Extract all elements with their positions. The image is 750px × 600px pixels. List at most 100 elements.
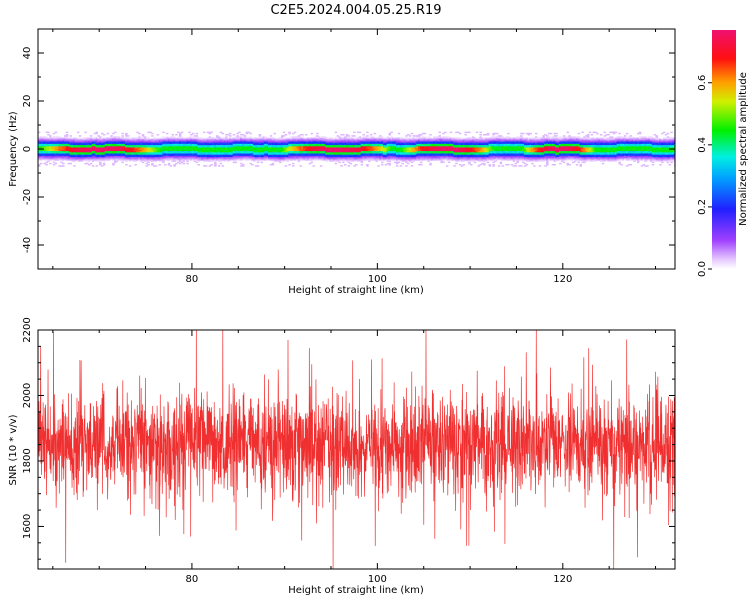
heatmap-cell [431, 148, 434, 150]
heatmap-cell [442, 143, 445, 146]
heatmap-cell [195, 153, 199, 155]
heatmap-cell [117, 146, 121, 148]
heatmap-cell [63, 153, 67, 155]
heatmap-cell [379, 149, 382, 152]
heatmap-cell [39, 153, 43, 155]
heatmap-cell [256, 144, 260, 147]
heatmap-cell [420, 154, 423, 156]
heatmap-cell [473, 153, 477, 155]
heatmap-cell [243, 147, 247, 149]
heatmap-cell [102, 144, 106, 147]
heatmap-cell [457, 141, 460, 143]
heatmap-cell [203, 149, 206, 152]
heatmap-cell [58, 143, 61, 146]
heatmap-cell [119, 146, 123, 148]
heatmap-cell [366, 147, 369, 149]
heatmap-cell [191, 154, 195, 156]
heatmap-cell [208, 165, 212, 167]
heatmap-cell [442, 153, 445, 155]
heatmap-cell [169, 147, 173, 149]
heatmap-cell [442, 136, 445, 138]
heatmap-cell [301, 150, 304, 153]
heatmap-cell [249, 146, 252, 148]
heatmap-cell [136, 144, 139, 147]
heatmap-cell [477, 152, 480, 154]
heatmap-cell [76, 138, 80, 141]
heatmap-cell [379, 155, 382, 158]
heatmap-cell [47, 146, 50, 148]
heatmap-cell [390, 149, 393, 152]
heatmap-cell [429, 134, 432, 136]
heatmap-cell [39, 154, 43, 156]
heatmap-cell [43, 142, 47, 144]
heatmap-cell [408, 158, 412, 160]
heatmap-cell [360, 150, 364, 153]
heatmap-cell [375, 141, 378, 143]
heatmap-cell [455, 148, 458, 150]
heatmap-cell [316, 158, 319, 160]
heatmap-cell [191, 150, 195, 153]
heatmap-cell [356, 149, 360, 152]
heatmap-cell [273, 156, 276, 159]
heatmap-cell [392, 147, 395, 149]
heatmap-cell [210, 164, 213, 166]
heatmap-cell [240, 150, 243, 153]
heatmap-cell [76, 158, 80, 160]
heatmap-cell [427, 155, 430, 158]
heatmap-cell [347, 146, 351, 148]
heatmap-cell [327, 152, 330, 154]
heatmap-cell [178, 138, 182, 141]
heatmap-cell [343, 137, 347, 140]
heatmap-cell [447, 154, 451, 156]
heatmap-cell [186, 159, 189, 161]
heatmap-cell [203, 153, 206, 155]
heatmap-cell [128, 150, 132, 153]
heatmap-cell [147, 154, 150, 156]
heatmap-cell [345, 144, 349, 147]
heatmap-cell [91, 147, 95, 149]
heatmap-cell [318, 156, 321, 159]
heatmap-cell [420, 143, 423, 146]
heatmap-cell [288, 159, 291, 161]
heatmap-cell [71, 144, 74, 147]
heatmap-cell [212, 158, 215, 160]
heatmap-cell [273, 137, 276, 140]
heatmap-cell [445, 143, 449, 146]
heatmap-cell [151, 132, 154, 135]
heatmap-cell [117, 156, 121, 159]
heatmap-cell [99, 140, 102, 142]
heatmap-cell [397, 156, 401, 159]
heatmap-cell [91, 142, 95, 144]
heatmap-cell [89, 162, 93, 165]
heatmap-cell [392, 154, 395, 156]
heatmap-cell [225, 147, 228, 149]
heatmap-cell [473, 144, 477, 147]
heatmap-cell [178, 159, 182, 161]
heatmap-cell [75, 158, 78, 160]
heatmap-cell [394, 146, 397, 148]
heatmap-cell [173, 165, 176, 167]
heatmap-cell [54, 147, 58, 149]
heatmap-cell [381, 158, 384, 160]
heatmap-cell [210, 148, 213, 150]
heatmap-cell [136, 137, 139, 140]
heatmap-cell [423, 147, 427, 149]
heatmap-cell [60, 137, 63, 140]
heatmap-cell [301, 152, 304, 154]
heatmap-cell [114, 153, 117, 155]
heatmap-cell [440, 138, 443, 141]
heatmap-cell [345, 150, 349, 153]
heatmap-cell [167, 149, 171, 152]
heatmap-cell [379, 159, 382, 161]
heatmap-cell [412, 155, 416, 158]
heatmap-cell [212, 144, 215, 147]
heatmap-cell [453, 140, 456, 142]
heatmap-cell [128, 142, 132, 144]
heatmap-cell [292, 141, 295, 143]
heatmap-cell [78, 146, 82, 148]
heatmap-cell [332, 160, 336, 162]
heatmap-cell [312, 140, 315, 142]
heatmap-cell [84, 149, 87, 152]
heatmap-cell [356, 131, 360, 134]
heatmap-cell [377, 144, 380, 147]
